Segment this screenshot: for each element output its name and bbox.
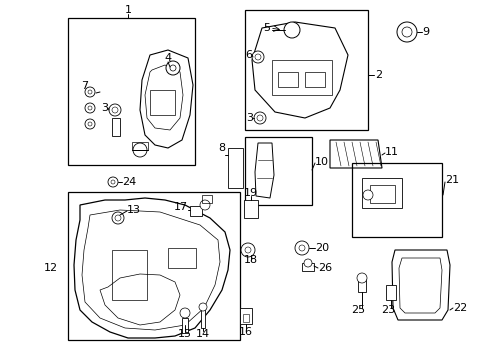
Circle shape (304, 259, 311, 267)
Circle shape (241, 243, 254, 257)
Text: 8: 8 (218, 143, 224, 153)
Bar (112, 250, 147, 300)
Circle shape (85, 119, 95, 129)
Circle shape (200, 200, 209, 210)
Text: 13: 13 (127, 205, 141, 215)
Text: 17: 17 (174, 202, 187, 212)
Bar (369, 185, 394, 203)
Circle shape (108, 177, 118, 187)
Circle shape (257, 115, 263, 121)
Text: 16: 16 (239, 327, 252, 337)
Text: 9: 9 (421, 27, 428, 37)
Text: 26: 26 (317, 263, 331, 273)
Bar (112, 118, 120, 136)
Circle shape (85, 87, 95, 97)
Text: 10: 10 (314, 157, 328, 167)
Circle shape (88, 122, 92, 126)
Circle shape (294, 241, 308, 255)
Circle shape (253, 112, 265, 124)
Text: 18: 18 (244, 255, 258, 265)
Bar (227, 148, 243, 188)
Text: 6: 6 (244, 50, 251, 60)
Circle shape (251, 51, 264, 63)
Bar (305, 72, 325, 87)
Circle shape (85, 103, 95, 113)
Bar (150, 90, 175, 115)
Circle shape (401, 27, 411, 37)
Bar (385, 285, 395, 300)
Circle shape (111, 180, 115, 184)
Text: 11: 11 (384, 147, 398, 157)
Bar (244, 10, 367, 130)
Text: 22: 22 (452, 303, 467, 313)
Circle shape (170, 65, 176, 71)
Text: 21: 21 (444, 175, 458, 185)
Bar (351, 163, 441, 237)
Text: 15: 15 (178, 329, 192, 339)
Text: 7: 7 (81, 81, 88, 91)
Bar (190, 206, 202, 216)
Circle shape (298, 245, 305, 251)
Bar (68, 192, 240, 340)
Bar (243, 314, 248, 322)
Circle shape (244, 247, 250, 253)
Text: 23: 23 (380, 305, 394, 315)
Circle shape (362, 190, 372, 200)
Bar (357, 278, 365, 292)
Circle shape (112, 107, 118, 113)
Text: 5: 5 (263, 23, 269, 33)
Circle shape (199, 303, 206, 311)
Circle shape (109, 104, 121, 116)
Bar (271, 60, 331, 95)
Bar (361, 178, 401, 208)
Bar (244, 137, 311, 205)
Bar (244, 200, 258, 218)
Bar (168, 248, 196, 268)
Circle shape (133, 143, 147, 157)
Bar (278, 72, 297, 87)
Text: 3: 3 (245, 113, 252, 123)
Circle shape (356, 273, 366, 283)
Circle shape (88, 106, 92, 110)
Text: 3: 3 (101, 103, 108, 113)
Bar (240, 308, 251, 324)
Text: 24: 24 (122, 177, 136, 187)
Bar (302, 263, 313, 271)
Text: 25: 25 (350, 305, 365, 315)
Bar (68, 18, 195, 165)
Circle shape (115, 215, 121, 221)
Circle shape (88, 90, 92, 94)
Text: 20: 20 (314, 243, 328, 253)
Circle shape (180, 308, 190, 318)
Text: 1: 1 (124, 5, 131, 15)
Text: 14: 14 (196, 329, 210, 339)
Text: 19: 19 (244, 188, 258, 198)
Text: 2: 2 (374, 70, 381, 80)
Text: 12: 12 (44, 263, 58, 273)
Circle shape (254, 54, 261, 60)
Circle shape (112, 212, 124, 224)
Circle shape (165, 61, 180, 75)
Bar (202, 195, 212, 203)
Circle shape (284, 22, 299, 38)
Bar (182, 318, 187, 333)
Bar (201, 308, 204, 328)
Bar (132, 142, 148, 150)
Circle shape (396, 22, 416, 42)
Text: 4: 4 (164, 53, 171, 63)
